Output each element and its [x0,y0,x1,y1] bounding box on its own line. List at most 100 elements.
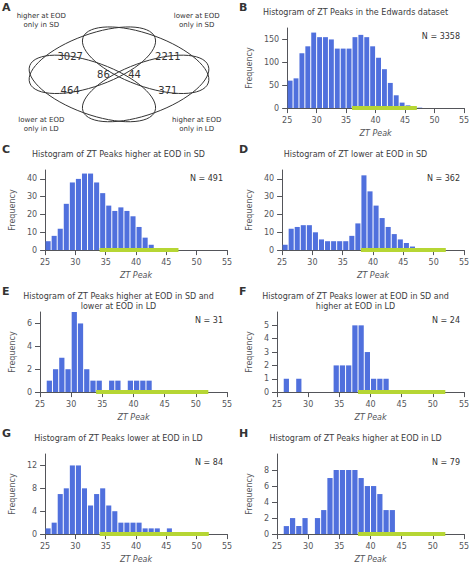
svg-text:40: 40 [131,258,141,267]
svg-text:higher at EOD: higher at EOD [172,116,221,124]
svg-text:45: 45 [161,542,171,551]
svg-text:4: 4 [264,498,269,507]
svg-text:Histogram of ZT Peaks higher a: Histogram of ZT Peaks higher at EOD in S… [32,150,205,159]
svg-text:55: 55 [459,542,469,551]
svg-text:25: 25 [272,542,282,551]
svg-text:Frequency: Frequency [245,189,254,231]
svg-text:Frequency: Frequency [8,473,17,515]
svg-text:8: 8 [32,484,37,493]
svg-text:lower at EOD in LD: lower at EOD in LD [81,302,157,311]
svg-text:H: H [239,427,248,440]
svg-text:40: 40 [27,174,37,183]
svg-text:higher at EOD: higher at EOD [17,12,66,20]
svg-text:0: 0 [269,246,274,255]
svg-text:30: 30 [312,116,322,125]
svg-text:50: 50 [191,400,201,409]
svg-text:0: 0 [32,246,37,255]
svg-text:12: 12 [27,461,37,470]
svg-text:ZT Peak: ZT Peak [353,413,387,422]
svg-text:only in SD: only in SD [179,21,214,29]
svg-text:55: 55 [459,258,469,267]
svg-text:25: 25 [277,258,287,267]
svg-text:F: F [239,285,247,298]
svg-text:Histogram of ZT Peaks higher a: Histogram of ZT Peaks higher at EOD in S… [23,292,213,301]
svg-text:50: 50 [428,542,438,551]
svg-text:45: 45 [160,400,170,409]
svg-text:lower at EOD: lower at EOD [174,12,220,20]
svg-text:B: B [239,1,247,14]
svg-text:30: 30 [264,192,274,201]
svg-text:45: 45 [397,400,407,409]
svg-text:N = 491: N = 491 [190,174,223,183]
svg-text:4: 4 [32,507,37,516]
svg-text:0: 0 [32,530,37,539]
svg-text:464: 464 [61,85,80,96]
svg-text:only in LD: only in LD [24,125,59,133]
svg-text:40: 40 [264,174,274,183]
svg-text:25: 25 [40,258,50,267]
svg-text:35: 35 [97,400,107,409]
svg-text:ZT Peak: ZT Peak [119,271,153,280]
svg-text:4: 4 [264,334,269,343]
svg-text:55: 55 [222,258,232,267]
svg-text:1: 1 [264,374,269,383]
svg-text:N = 24: N = 24 [432,316,460,325]
svg-text:Histogram of ZT Peaks in the E: Histogram of ZT Peaks in the Edwards dat… [263,8,448,17]
svg-text:ZT Peak: ZT Peak [119,555,153,564]
svg-text:higher at EOD in LD: higher at EOD in LD [316,302,395,311]
svg-text:30: 30 [70,258,80,267]
svg-text:50: 50 [428,400,438,409]
svg-text:45: 45 [398,258,408,267]
svg-text:30: 30 [303,542,313,551]
svg-text:40: 40 [365,542,375,551]
svg-text:50: 50 [269,81,279,90]
svg-text:N = 79: N = 79 [432,458,460,467]
svg-text:Histogram of ZT Peaks lower at: Histogram of ZT Peaks lower at EOD in SD… [262,292,449,301]
svg-text:4: 4 [27,342,32,351]
svg-text:Frequency: Frequency [245,331,254,373]
svg-text:20: 20 [264,210,274,219]
svg-text:40: 40 [131,542,141,551]
svg-text:only in SD: only in SD [24,21,59,29]
svg-text:ZT Peak: ZT Peak [358,129,392,138]
svg-text:40: 40 [368,258,378,267]
svg-text:Frequency: Frequency [8,189,17,231]
svg-text:2: 2 [264,361,269,370]
svg-text:50: 50 [429,116,439,125]
svg-text:D: D [239,143,248,156]
svg-text:E: E [2,285,10,298]
svg-text:44: 44 [128,69,141,80]
svg-text:2: 2 [264,514,269,523]
svg-text:6: 6 [264,482,269,491]
svg-text:2211: 2211 [155,51,180,62]
svg-text:30: 30 [66,400,76,409]
svg-text:20: 20 [27,210,37,219]
svg-text:45: 45 [161,258,171,267]
svg-text:40: 40 [370,116,380,125]
svg-text:Frequency: Frequency [8,331,17,373]
svg-text:8: 8 [264,466,269,475]
svg-text:40: 40 [365,400,375,409]
svg-text:0: 0 [274,104,279,113]
svg-text:30: 30 [70,542,80,551]
svg-text:55: 55 [222,400,232,409]
svg-text:35: 35 [101,542,111,551]
svg-text:25: 25 [35,400,45,409]
svg-text:0: 0 [27,388,32,397]
svg-text:45: 45 [397,542,407,551]
svg-text:10: 10 [27,228,37,237]
svg-text:5: 5 [264,321,269,330]
svg-text:N = 362: N = 362 [427,174,460,183]
svg-text:25: 25 [272,400,282,409]
svg-text:40: 40 [128,400,138,409]
svg-text:35: 35 [334,542,344,551]
svg-text:30: 30 [307,258,317,267]
svg-text:2: 2 [27,365,32,374]
svg-text:ZT Peak: ZT Peak [116,413,150,422]
svg-text:A: A [2,1,11,14]
svg-text:35: 35 [341,116,351,125]
svg-text:N = 3358: N = 3358 [422,32,460,41]
svg-text:55: 55 [459,116,469,125]
svg-text:35: 35 [338,258,348,267]
svg-text:100: 100 [264,58,279,67]
